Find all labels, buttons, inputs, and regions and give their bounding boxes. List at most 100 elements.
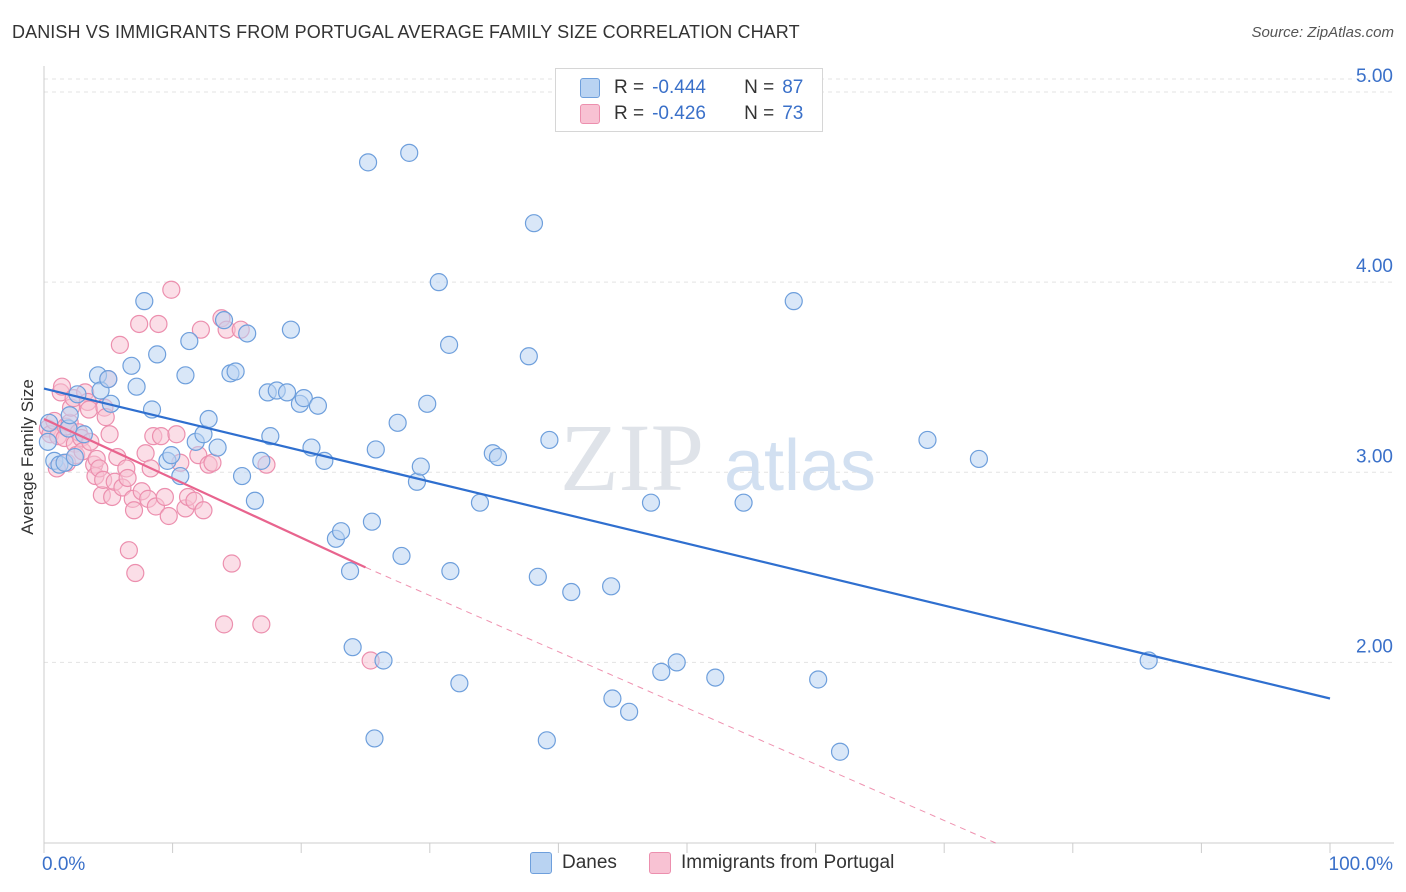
danes-point [706, 668, 725, 687]
x-tick-label-max: 100.0% [1329, 854, 1394, 875]
r-label: R = [614, 103, 645, 124]
danes-point [65, 447, 84, 467]
portugal-point [118, 468, 137, 488]
legend-item-danes: Danes [530, 852, 617, 874]
danes-point [784, 292, 803, 311]
danes-point [562, 582, 581, 602]
danes-point [277, 383, 297, 402]
danes-point [199, 409, 218, 429]
n-label: N = [744, 77, 775, 98]
portugal-point [252, 615, 271, 634]
portugal-point [136, 444, 155, 463]
danes-point [374, 651, 393, 670]
portugal-point [119, 541, 138, 560]
danes-point [429, 273, 448, 292]
series-legend: Danes Immigrants from Portugal [0, 852, 1406, 876]
portugal-point [194, 501, 213, 520]
portugal-point [100, 425, 119, 444]
danes-point [308, 396, 328, 415]
danes-point [40, 413, 59, 432]
danes-point [441, 562, 460, 581]
danes-point [208, 438, 227, 457]
danes-point [135, 292, 154, 311]
portugal-point [222, 554, 241, 573]
legend-item-portugal: Immigrants from Portugal [649, 852, 894, 874]
y-tick-label: 5.00 [1356, 66, 1393, 87]
danes-point [407, 472, 427, 491]
portugal-point [151, 427, 171, 446]
danes-point [418, 394, 437, 413]
danes-point [162, 446, 181, 465]
portugal-legend-swatch [649, 852, 671, 874]
danes-legend-label: Danes [562, 852, 617, 873]
danes-point [214, 311, 234, 330]
danes-point [620, 702, 639, 721]
portugal-point [203, 453, 222, 472]
portugal-r-value: -0.426 [652, 103, 706, 124]
danes-point [388, 413, 407, 432]
danes-point [362, 512, 382, 531]
danes-point [450, 674, 469, 693]
danes-point [294, 389, 313, 408]
danes-point [148, 345, 167, 364]
danes-point [969, 449, 989, 469]
danes-r-value: -0.444 [652, 77, 706, 98]
portugal-legend-label: Immigrants from Portugal [681, 852, 895, 873]
danes-point [252, 451, 271, 470]
trend-lines [43, 387, 1331, 844]
y-axis-title: Average Family Size [18, 379, 37, 535]
danes-point [524, 214, 544, 233]
portugal-point [191, 320, 210, 339]
danes-point [537, 731, 556, 750]
y-tick-label: 2.00 [1356, 636, 1393, 657]
chart-title: DANISH VS IMMIGRANTS FROM PORTUGAL AVERA… [12, 22, 800, 42]
danes-point [519, 347, 538, 366]
danes-point [232, 466, 252, 486]
watermark: ZIP atlas [560, 404, 876, 511]
portugal-point [155, 487, 174, 507]
stats-legend: R = -0.444 N = 87 R = -0.426 N = 73 [555, 68, 823, 132]
portugal-point [159, 506, 178, 526]
portugal-point [149, 314, 168, 334]
x-tick-label-min: 0.0% [42, 854, 85, 875]
n-label: N = [744, 103, 775, 124]
y-tick-label: 4.00 [1356, 256, 1393, 277]
danes-point [667, 653, 686, 672]
portugal-points [38, 280, 380, 670]
portugal-point [126, 563, 145, 583]
legend-row-portugal: R = -0.426 N = 73 [580, 101, 803, 127]
tick-labels: 2.00 3.00 4.00 5.00 0.0% 100.0% [42, 66, 1393, 875]
danes-point [411, 457, 430, 476]
danes-legend-swatch [530, 852, 552, 874]
danes-point [245, 491, 265, 510]
gridlines [44, 78, 1394, 663]
danes-point [830, 742, 850, 761]
danes-point [261, 427, 280, 446]
axes [43, 66, 1394, 853]
danes-point [343, 638, 362, 657]
danes-point [60, 406, 79, 425]
danes-point [38, 432, 57, 451]
danes-point [439, 335, 459, 354]
danes-point [127, 377, 146, 396]
danes-point [809, 670, 828, 689]
danes-point [99, 369, 118, 389]
danes-point [603, 689, 622, 708]
danes-point [226, 362, 245, 381]
danes-point [176, 366, 195, 385]
watermark-zip: ZIP [560, 404, 704, 511]
danes-points [38, 143, 1158, 761]
portugal-point [167, 425, 186, 444]
portugal-point [214, 615, 234, 634]
danes-point [602, 577, 621, 596]
danes-point [365, 729, 384, 748]
danes-point [122, 356, 141, 375]
portugal-trend-line [43, 418, 366, 569]
y-tick-label: 3.00 [1356, 446, 1393, 467]
danes-point [358, 153, 378, 172]
portugal-point [124, 501, 144, 520]
danes-point [734, 493, 753, 512]
danes-point [540, 430, 559, 450]
danes-point [281, 320, 301, 339]
